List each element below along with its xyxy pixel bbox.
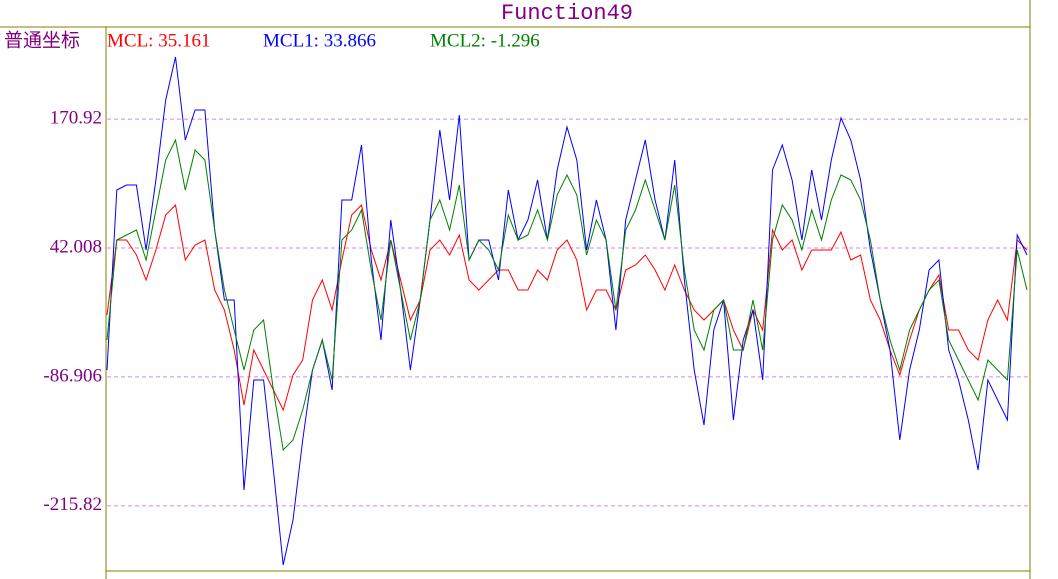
legend-entry: MCL1: 33.866 xyxy=(263,30,376,51)
legend-entry: MCL: 35.161 xyxy=(107,30,210,51)
chart-title: Function49 xyxy=(501,1,633,26)
legend-entry: MCL2: -1.296 xyxy=(430,30,540,51)
series-line xyxy=(106,138,1028,452)
axis-mode: 普通坐标 xyxy=(4,29,80,51)
y-tick-label: -86.906 xyxy=(43,365,102,386)
y-tick-label: -215.82 xyxy=(43,494,102,515)
y-tick-label: 42.008 xyxy=(50,236,102,257)
series-line xyxy=(106,56,1028,566)
series-line xyxy=(106,203,1028,412)
y-tick-label: 170.92 xyxy=(50,107,102,128)
